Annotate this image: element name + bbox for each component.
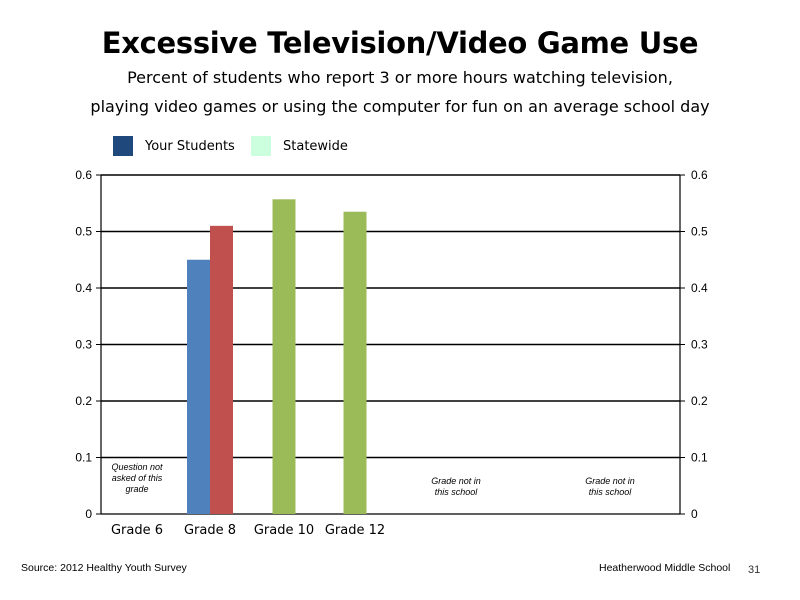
bar [343,211,367,514]
y-tick-label-left: 0.5 [75,225,92,239]
annotation-text: asked of this [112,473,163,483]
x-tick-label: Grade 6 [111,523,163,538]
y-tick-label-left: 0.6 [75,168,92,182]
y-tick-label-left: 0.3 [75,338,92,352]
legend-swatch-statewide [251,136,271,156]
chart-title: Excessive Television/Video Game Use [101,26,699,60]
bar [272,199,296,515]
annotation-text: Question not [111,462,163,472]
y-tick-label-right: 0.5 [691,225,708,239]
chart-subtitle-line-2: playing video games or using the compute… [90,97,710,116]
legend-item-statewide: Statewide [251,136,348,156]
annotation-text: Grade not in [585,476,635,486]
y-tick-label-right: 0 [691,507,698,521]
y-tick-label-left: 0.1 [75,451,92,465]
annotation-text: this school [589,487,633,497]
y-tick-label-right: 0.2 [691,394,708,408]
annotation-text: grade [125,484,148,494]
page-number: 31 [748,564,761,576]
y-tick-label-left: 0.4 [75,281,92,295]
y-tick-label-right: 0.3 [691,338,708,352]
source-note: Source: 2012 Healthy Youth Survey [21,562,187,574]
x-tick-label: Grade 12 [325,523,385,538]
y-tick-label-left: 0.2 [75,394,92,408]
y-tick-label-right: 0.6 [691,168,708,182]
x-tick-label: Grade 8 [184,523,236,538]
school-name: Heatherwood Middle School [599,562,731,574]
legend-label-your-students: Your Students [145,138,235,154]
annotation-text: Grade not in [431,476,481,486]
y-tick-label-right: 0.4 [691,281,708,295]
legend-swatch-your-students [113,136,133,156]
legend-item-your-students: Your Students [113,136,235,156]
y-tick-label-right: 0.1 [691,451,708,465]
bar [210,225,233,514]
chart-subtitle-line-1: Percent of students who report 3 or more… [127,68,673,87]
y-tick-label-left: 0 [85,507,92,521]
legend-label-statewide: Statewide [283,138,348,154]
bar [187,259,210,514]
x-tick-label: Grade 10 [254,523,314,538]
annotation-text: this school [435,487,479,497]
